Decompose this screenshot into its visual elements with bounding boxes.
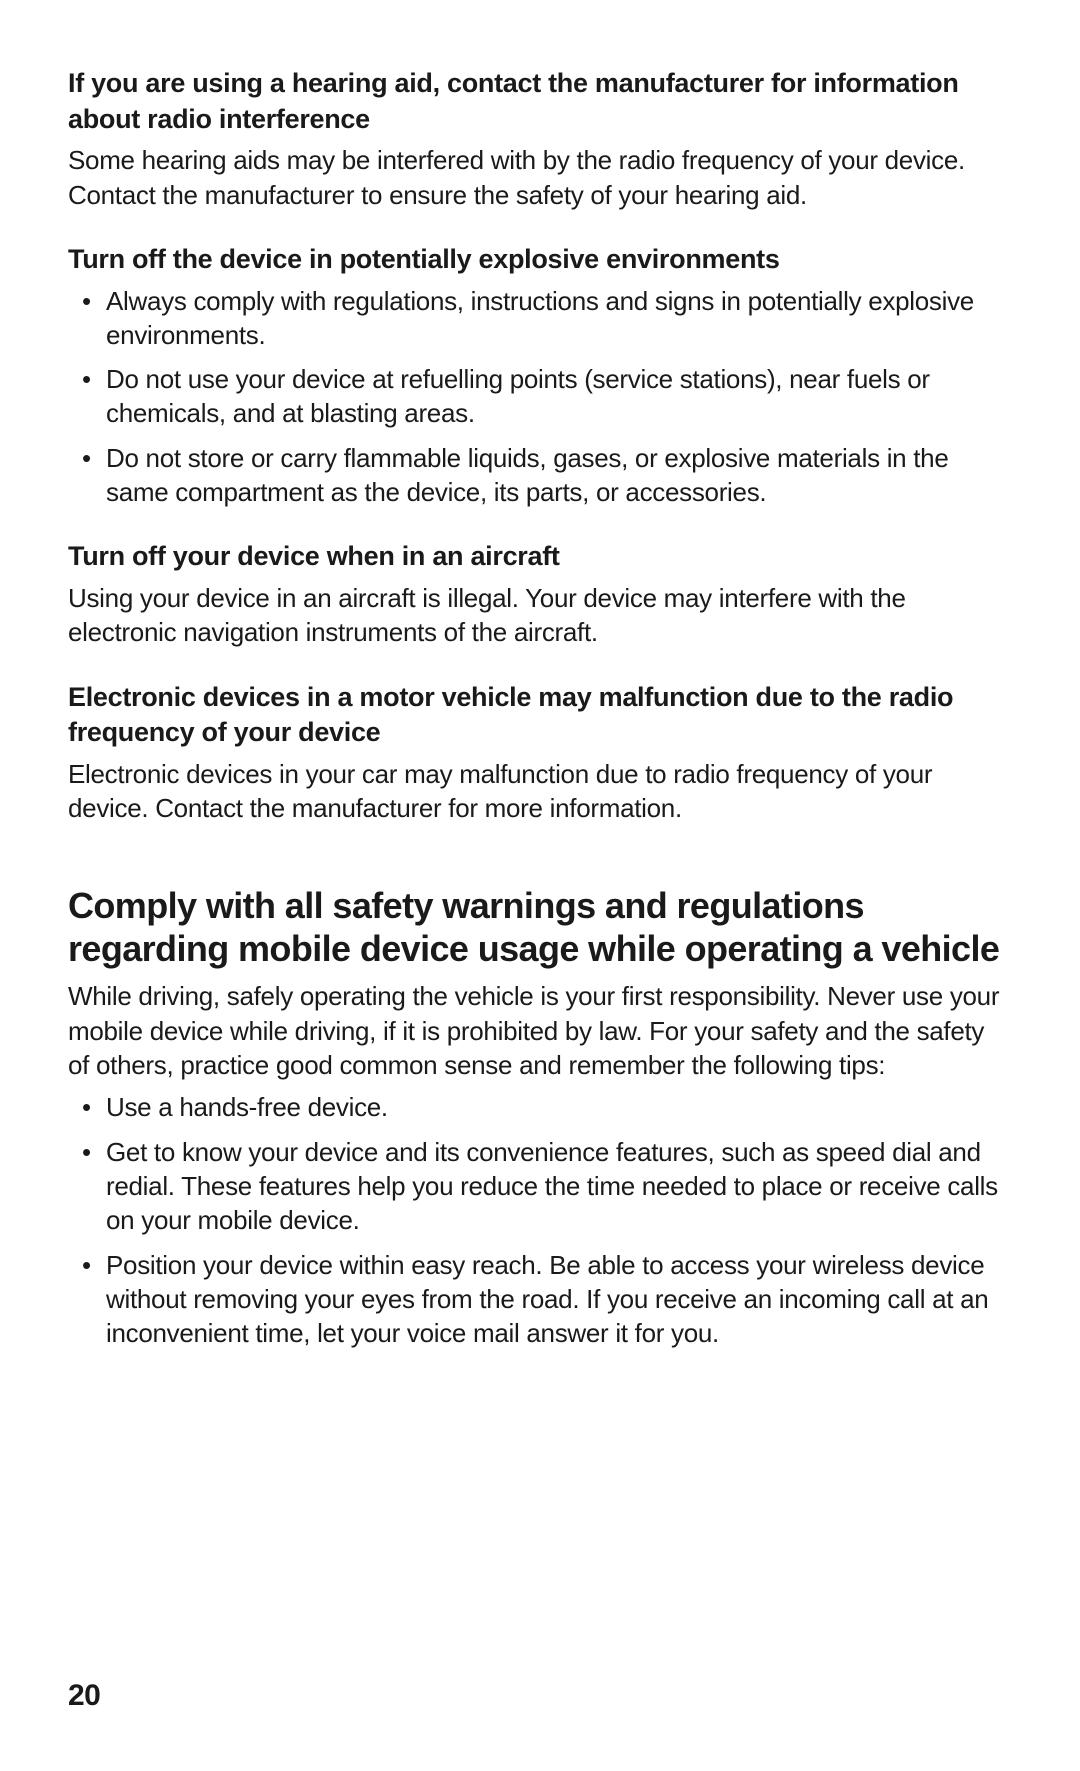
list-item: Always comply with regulations, instruct…: [68, 284, 1012, 353]
subheading-vehicle-rf: Electronic devices in a motor vehicle ma…: [68, 680, 1012, 751]
list-item: Do not store or carry flammable liquids,…: [68, 441, 1012, 510]
subheading-hearing-aid: If you are using a hearing aid, contact …: [68, 66, 1012, 137]
list-item: Get to know your device and its convenie…: [68, 1135, 1012, 1238]
body-driving: While driving, safely operating the vehi…: [68, 979, 1012, 1082]
document-page: If you are using a hearing aid, contact …: [0, 0, 1080, 1771]
list-explosive: Always comply with regulations, instruct…: [68, 284, 1012, 510]
subheading-aircraft: Turn off your device when in an aircraft: [68, 539, 1012, 575]
body-aircraft: Using your device in an aircraft is ille…: [68, 581, 1012, 650]
subheading-explosive: Turn off the device in potentially explo…: [68, 242, 1012, 278]
list-item: Use a hands-free device.: [68, 1090, 1012, 1124]
body-vehicle-rf: Electronic devices in your car may malfu…: [68, 757, 1012, 826]
list-driving: Use a hands-free device. Get to know you…: [68, 1090, 1012, 1350]
list-item: Do not use your device at refuelling poi…: [68, 362, 1012, 431]
body-hearing-aid: Some hearing aids may be interfered with…: [68, 143, 1012, 212]
list-item: Position your device within easy reach. …: [68, 1248, 1012, 1351]
heading-driving: Comply with all safety warnings and regu…: [68, 884, 1012, 972]
page-number: 20: [68, 1679, 100, 1713]
